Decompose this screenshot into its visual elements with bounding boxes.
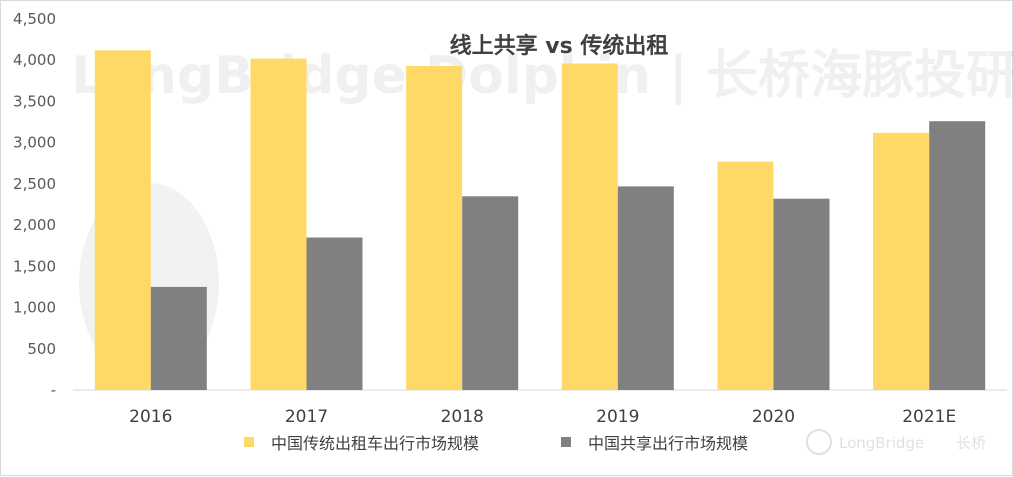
y-tick-label: 1,000 <box>13 299 56 317</box>
legend: 中国传统出租车出行市场规模 中国共享出行市场规模 <box>244 434 748 453</box>
y-tick-label: 2,500 <box>13 175 56 193</box>
x-tick-label: 2016 <box>129 407 172 427</box>
bar-sharing-2018 <box>462 196 519 390</box>
bar-sharing-2016 <box>150 286 207 390</box>
bar-traditional-2020 <box>717 161 774 390</box>
y-tick-label: 3,500 <box>13 92 56 110</box>
y-tick-label: 4,500 <box>13 10 56 28</box>
y-axis: - 500 1,000 1,500 2,000 2,500 3,000 3,500 4,000 4… <box>13 10 56 399</box>
bar-traditional-2019 <box>561 63 618 390</box>
x-tick-label: 2018 <box>441 407 484 427</box>
corner-watermark: LongBridge 长桥 <box>806 429 986 455</box>
legend-swatch-traditional <box>244 437 254 447</box>
x-tick-label: 2019 <box>596 407 639 427</box>
watermark-text: LongBridge Dolphin | 长桥海豚投研 <box>71 46 1013 106</box>
bar-sharing-2017 <box>306 237 363 390</box>
bar-traditional-2018 <box>406 66 463 390</box>
bar-sharing-2019 <box>617 186 674 390</box>
x-tick-label: 2017 <box>285 407 328 427</box>
x-tick-label: 2020 <box>752 407 795 427</box>
bar-sharing-2021E <box>929 121 986 390</box>
bar-traditional-2021E <box>873 132 930 391</box>
corner-brand-cn: 长桥 <box>956 434 986 452</box>
y-tick-label: 3,000 <box>13 134 56 152</box>
y-tick-label: 4,000 <box>13 51 56 69</box>
corner-brand-text: LongBridge <box>839 434 924 452</box>
bars <box>94 50 986 391</box>
x-axis: 2016 2017 2018 2019 2020 2021E <box>129 407 956 427</box>
corner-dolphin-icon <box>806 429 832 455</box>
watermark: LongBridge Dolphin | 长桥海豚投研 <box>71 46 1013 383</box>
bar-traditional-2016 <box>94 50 151 391</box>
bar-traditional-2017 <box>250 58 307 390</box>
x-tick-label: 2021E <box>902 407 956 427</box>
y-tick-label: 2,000 <box>13 216 56 234</box>
y-tick-label: 500 <box>27 340 56 358</box>
y-tick-label: - <box>51 381 56 399</box>
legend-label-sharing: 中国共享出行市场规模 <box>588 434 748 453</box>
bar-sharing-2020 <box>773 198 830 390</box>
legend-swatch-sharing <box>561 437 571 447</box>
y-tick-label: 1,500 <box>13 257 56 275</box>
chart-title: 线上共享 vs 传统出租 <box>450 33 669 59</box>
legend-label-traditional: 中国传统出租车出行市场规模 <box>271 434 479 453</box>
